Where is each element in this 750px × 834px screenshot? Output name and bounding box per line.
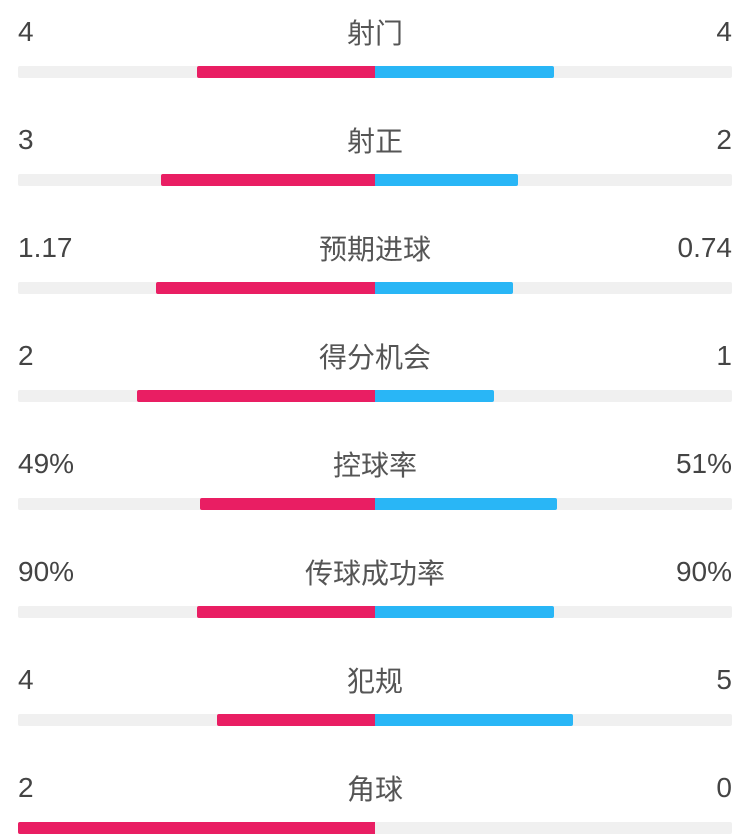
bar-half-left xyxy=(18,174,375,186)
bar-fill-left xyxy=(137,390,375,402)
bar-half-right xyxy=(375,174,732,186)
bar-fill-right xyxy=(375,714,573,726)
bar-fill-left xyxy=(197,606,376,618)
stat-bar-track xyxy=(18,390,732,402)
stat-value-right: 1 xyxy=(672,340,732,372)
stat-label: 预期进球 xyxy=(78,228,672,268)
stat-row: 4犯规5 xyxy=(18,648,732,726)
stat-row: 1.17预期进球0.74 xyxy=(18,216,732,294)
bar-half-left xyxy=(18,822,375,834)
stat-label: 射正 xyxy=(78,120,672,160)
bar-half-right xyxy=(375,822,732,834)
bar-half-right xyxy=(375,714,732,726)
stat-label: 控球率 xyxy=(78,444,672,484)
bar-half-left xyxy=(18,606,375,618)
bar-fill-left xyxy=(200,498,375,510)
bar-fill-right xyxy=(375,282,513,294)
bar-fill-right xyxy=(375,390,494,402)
bar-fill-right xyxy=(375,66,554,78)
stat-row: 49%控球率51% xyxy=(18,432,732,510)
stat-row: 4射门4 xyxy=(18,0,732,78)
stat-header: 2得分机会1 xyxy=(18,336,732,376)
stat-value-right: 90% xyxy=(672,556,732,588)
stats-container: 4射门43射正21.17预期进球0.742得分机会149%控球率51%90%传球… xyxy=(0,0,750,834)
stat-value-left: 1.17 xyxy=(18,232,78,264)
stat-row: 90%传球成功率90% xyxy=(18,540,732,618)
stat-header: 49%控球率51% xyxy=(18,444,732,484)
stat-value-left: 90% xyxy=(18,556,78,588)
stat-header: 1.17预期进球0.74 xyxy=(18,228,732,268)
bar-half-left xyxy=(18,282,375,294)
bar-fill-left xyxy=(156,282,375,294)
bar-fill-left xyxy=(18,822,375,834)
stat-header: 4犯规5 xyxy=(18,660,732,700)
stat-row: 2得分机会1 xyxy=(18,324,732,402)
stat-label: 传球成功率 xyxy=(78,552,672,592)
stat-row: 3射正2 xyxy=(18,108,732,186)
bar-half-right xyxy=(375,606,732,618)
stat-label: 角球 xyxy=(78,768,672,808)
stat-value-right: 5 xyxy=(672,664,732,696)
stat-bar-track xyxy=(18,498,732,510)
stat-value-left: 2 xyxy=(18,340,78,372)
bar-half-left xyxy=(18,714,375,726)
stat-header: 4射门4 xyxy=(18,12,732,52)
stat-value-right: 0 xyxy=(672,772,732,804)
bar-fill-right xyxy=(375,498,557,510)
bar-half-right xyxy=(375,390,732,402)
stat-bar-track xyxy=(18,66,732,78)
bar-fill-left xyxy=(197,66,376,78)
stat-value-left: 2 xyxy=(18,772,78,804)
stat-value-left: 4 xyxy=(18,664,78,696)
bar-half-right xyxy=(375,282,732,294)
stat-bar-track xyxy=(18,606,732,618)
bar-half-right xyxy=(375,66,732,78)
stat-header: 3射正2 xyxy=(18,120,732,160)
bar-fill-right xyxy=(375,606,554,618)
stat-bar-track xyxy=(18,822,732,834)
stat-value-left: 49% xyxy=(18,448,78,480)
stat-header: 2角球0 xyxy=(18,768,732,808)
stat-value-right: 51% xyxy=(672,448,732,480)
stat-value-left: 4 xyxy=(18,16,78,48)
stat-row: 2角球0 xyxy=(18,756,732,834)
bar-half-left xyxy=(18,390,375,402)
stat-value-right: 2 xyxy=(672,124,732,156)
stat-label: 得分机会 xyxy=(78,336,672,376)
stat-bar-track xyxy=(18,174,732,186)
bar-fill-left xyxy=(217,714,376,726)
bar-fill-right xyxy=(375,174,518,186)
stat-label: 犯规 xyxy=(78,660,672,700)
stat-value-right: 4 xyxy=(672,16,732,48)
bar-fill-left xyxy=(161,174,375,186)
stat-header: 90%传球成功率90% xyxy=(18,552,732,592)
stat-value-right: 0.74 xyxy=(672,232,732,264)
stat-value-left: 3 xyxy=(18,124,78,156)
stat-label: 射门 xyxy=(78,12,672,52)
bar-half-left xyxy=(18,66,375,78)
bar-half-left xyxy=(18,498,375,510)
stat-bar-track xyxy=(18,282,732,294)
stat-bar-track xyxy=(18,714,732,726)
bar-half-right xyxy=(375,498,732,510)
